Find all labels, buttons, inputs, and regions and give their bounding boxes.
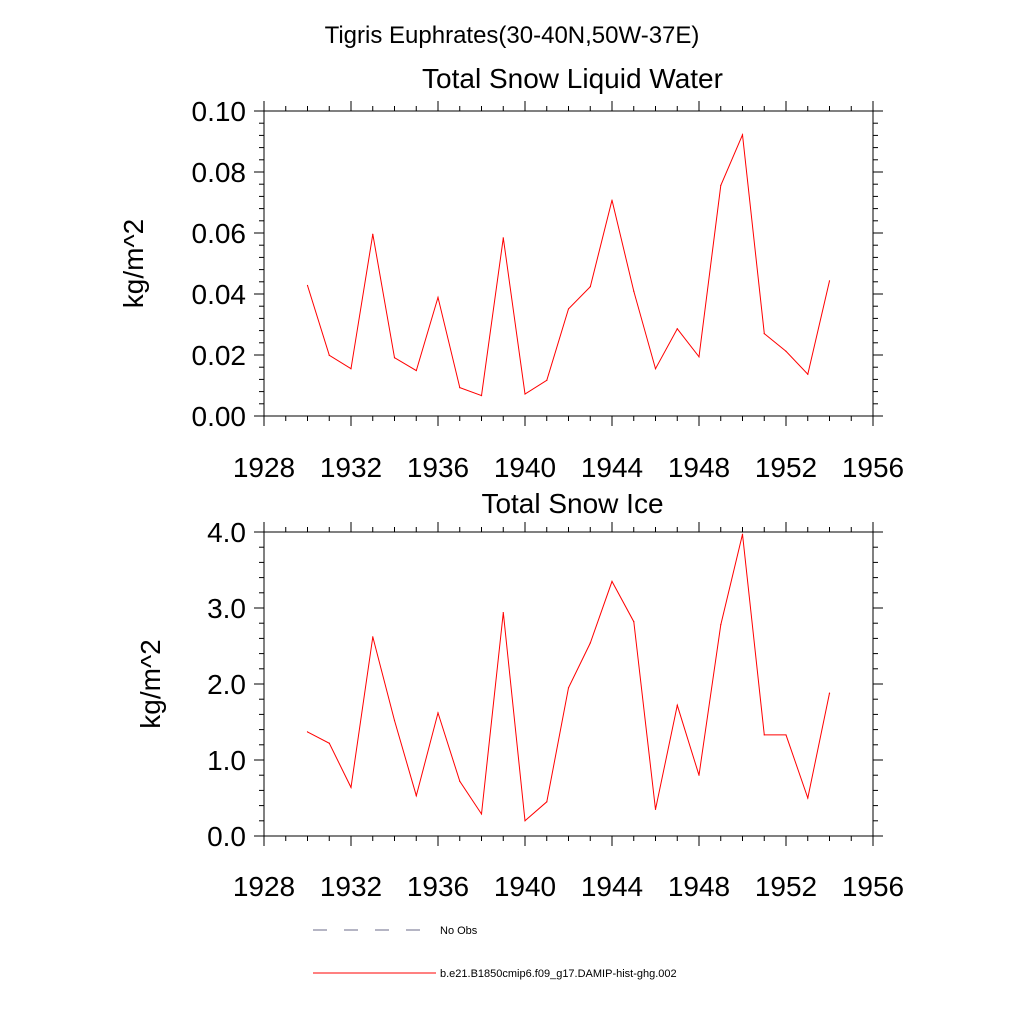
- x-tick-label: 1928: [233, 452, 295, 483]
- data-point: [480, 394, 483, 397]
- data-point: [828, 280, 831, 282]
- data-point: [524, 393, 526, 395]
- data-point: [741, 533, 744, 535]
- legend-label: No Obs: [440, 925, 478, 937]
- data-point: [785, 734, 787, 736]
- data-point: [459, 780, 461, 782]
- data-point: [459, 387, 461, 389]
- figure-title: Tigris Euphrates(30-40N,50W-37E): [325, 22, 700, 49]
- y-tick-label: 1.0: [207, 745, 246, 776]
- data-point: [676, 328, 678, 330]
- data-point: [807, 373, 809, 375]
- x-tick-label: 1936: [407, 452, 469, 483]
- data-point: [720, 624, 722, 626]
- data-point: [480, 813, 483, 815]
- y-tick-label: 0.00: [192, 401, 247, 432]
- data-point: [589, 286, 591, 288]
- data-point: [546, 379, 548, 381]
- data-point: [372, 636, 374, 638]
- data-point: [524, 820, 526, 822]
- data-point: [350, 368, 352, 370]
- x-tick-label: 1956: [842, 871, 904, 902]
- plot-1: Total Snow Liquid Water 1928 1932 1936 1940 1…: [118, 63, 904, 483]
- plot-title: Total Snow Ice: [481, 488, 663, 519]
- data-point: [611, 580, 613, 583]
- series-line: [307, 534, 830, 822]
- data-point: [785, 350, 787, 352]
- x-tick-label: 1948: [668, 871, 730, 902]
- plot-title: Total Snow Liquid Water: [422, 63, 723, 94]
- legend-entry: b.e21.B1850cmip6.f09_g17.DAMIP-hist-ghg.…: [313, 968, 677, 980]
- data-point: [502, 611, 504, 614]
- data-point: [633, 290, 635, 292]
- legend-label: b.e21.B1850cmip6.f09_g17.DAMIP-hist-ghg.…: [440, 968, 677, 980]
- x-tick-label: 1932: [320, 871, 382, 902]
- plot-2: Total Snow Ice 1928 1932 1936 1940 1944 1948 19…: [135, 488, 904, 902]
- data-point: [393, 357, 396, 359]
- data-point: [633, 621, 635, 623]
- data-point: [720, 184, 722, 187]
- data-point: [567, 308, 570, 310]
- data-point: [502, 237, 504, 239]
- x-tick-label: 1952: [755, 871, 817, 902]
- data-point: [306, 284, 309, 287]
- data-point: [328, 354, 330, 356]
- data-point: [676, 704, 678, 706]
- y-axis-label: kg/m^2: [118, 219, 149, 308]
- y-tick-label: 0.06: [192, 218, 247, 249]
- data-point: [807, 797, 809, 799]
- data-point: [415, 795, 417, 797]
- y-tick-label: 0.04: [192, 279, 247, 310]
- legend-entry: No Obs: [313, 925, 478, 937]
- data-point: [654, 808, 657, 811]
- x-tick-label: 1932: [320, 452, 382, 483]
- data-point: [437, 712, 439, 714]
- x-tick-label: 1940: [494, 452, 556, 483]
- x-tick-label: 1944: [581, 871, 643, 902]
- x-tick-label: 1948: [668, 452, 730, 483]
- data-point: [654, 368, 657, 370]
- y-tick-label: 0.0: [207, 821, 246, 852]
- data-point: [415, 369, 417, 372]
- y-tick-label: 0.08: [192, 157, 247, 188]
- y-tick-label: 2.0: [207, 669, 246, 700]
- y-tick-label: 4.0: [207, 517, 246, 548]
- x-tick-label: 1936: [407, 871, 469, 902]
- y-axis-label: kg/m^2: [135, 639, 166, 728]
- data-point: [611, 199, 613, 201]
- x-tick-label: 1952: [755, 452, 817, 483]
- data-point: [763, 734, 765, 736]
- plot-frame: [263, 531, 874, 837]
- data-point: [763, 333, 765, 335]
- legend: No Obs b.e21.B1850cmip6.f09_g17.DAMIP-his…: [313, 925, 677, 980]
- data-point: [698, 774, 700, 776]
- data-point: [328, 742, 330, 744]
- y-tick-label: 0.02: [192, 340, 247, 371]
- y-tick-label: 0.10: [192, 96, 247, 127]
- data-point: [372, 233, 374, 235]
- x-tick-label: 1928: [233, 871, 295, 902]
- plot-frame: [263, 110, 874, 417]
- data-point: [828, 692, 831, 694]
- data-point: [306, 731, 309, 733]
- series-line: [307, 132, 830, 397]
- data-point: [741, 134, 744, 136]
- data-point: [393, 719, 396, 722]
- data-point: [350, 786, 352, 788]
- data-point: [437, 296, 439, 298]
- x-tick-label: 1944: [581, 452, 643, 483]
- y-tick-label: 3.0: [207, 593, 246, 624]
- plots-group: Total Snow Liquid Water 1928 1932 1936 1940 1…: [118, 63, 904, 902]
- data-point: [698, 356, 700, 358]
- data-point: [546, 801, 548, 803]
- data-point: [589, 642, 591, 644]
- x-tick-label: 1940: [494, 871, 556, 902]
- x-tick-label: 1956: [842, 452, 904, 483]
- data-point: [567, 687, 570, 689]
